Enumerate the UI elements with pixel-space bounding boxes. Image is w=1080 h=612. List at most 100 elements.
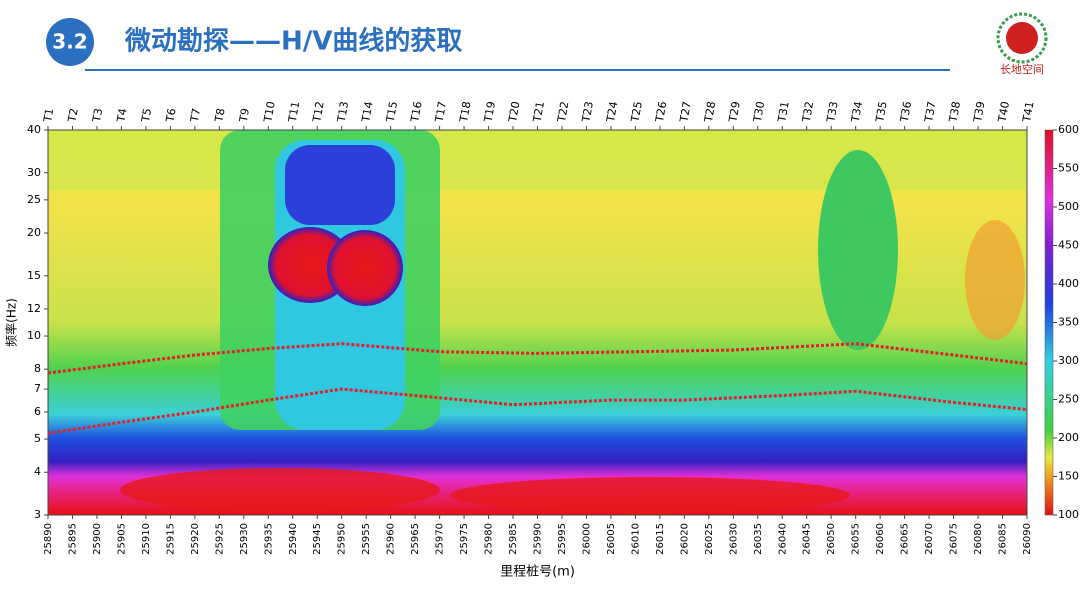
hv-curve	[47, 342, 1028, 375]
colorbar-label: 400	[1058, 277, 1079, 290]
x-tick-label: 25895	[67, 523, 78, 555]
station-label: T22	[555, 100, 572, 124]
station-label: T38	[947, 100, 964, 124]
x-tick-label: 25915	[165, 523, 176, 555]
colorbar-label: 450	[1058, 239, 1079, 252]
x-tick-label: 26070	[924, 523, 935, 555]
station-label: T6	[163, 107, 178, 124]
station-label: T25	[628, 100, 645, 124]
x-tick-label: 25975	[459, 523, 470, 555]
station-label: T34	[849, 100, 866, 124]
hv-curve	[47, 387, 1028, 435]
station-label: T28	[702, 100, 719, 124]
x-tick-label: 26060	[875, 523, 886, 555]
colorbar	[1044, 129, 1054, 516]
station-label: T5	[139, 107, 154, 124]
x-tick-label: 26010	[630, 523, 641, 555]
x-tick-label: 26040	[777, 523, 788, 555]
y-tick-label: 6	[34, 405, 41, 418]
station-label: T39	[971, 100, 988, 124]
y-tick-label: 15	[27, 269, 41, 282]
station-label: T23	[579, 100, 596, 124]
station-label: T7	[188, 107, 203, 124]
colorbar-label: 250	[1058, 393, 1079, 406]
x-tick-label: 25945	[312, 523, 323, 555]
x-tick-label: 25890	[43, 523, 54, 555]
x-tick-label: 26065	[900, 523, 911, 555]
colorbar-label: 550	[1058, 162, 1079, 175]
logo-ring	[996, 12, 1048, 64]
station-label: T18	[457, 100, 474, 124]
y-tick-label: 5	[34, 432, 41, 445]
field-patch	[965, 220, 1025, 340]
section-number: 3.2	[52, 30, 87, 54]
x-tick-label: 25985	[508, 523, 519, 555]
x-tick-label: 26055	[851, 523, 862, 555]
station-label: T1	[41, 107, 56, 124]
station-label: T9	[237, 107, 252, 124]
station-label: T16	[408, 100, 425, 124]
station-label: T13	[335, 100, 352, 124]
colorbar-label: 150	[1058, 470, 1079, 483]
y-tick-label: 20	[27, 226, 41, 239]
colorbar-label: 300	[1058, 354, 1079, 367]
y-tick-label: 25	[27, 193, 41, 206]
x-tick-label: 26035	[753, 523, 764, 555]
station-label: T40	[995, 100, 1012, 124]
station-label: T11	[286, 100, 303, 124]
station-label: T10	[261, 100, 278, 124]
x-tick-label: 26085	[998, 523, 1009, 555]
colorbar-label: 600	[1058, 123, 1079, 136]
y-tick-label: 30	[27, 166, 41, 179]
station-label: T12	[310, 100, 327, 124]
x-tick-label: 26080	[973, 523, 984, 555]
x-tick-label: 26005	[606, 523, 617, 555]
station-label: T33	[824, 100, 841, 124]
x-tick-label: 25990	[533, 523, 544, 555]
y-tick-label: 10	[27, 329, 41, 342]
station-label: T15	[384, 100, 401, 124]
x-tick-label: 26000	[581, 523, 592, 555]
field-patch	[327, 230, 403, 306]
y-tick-label: 3	[34, 508, 41, 521]
station-label: T30	[751, 100, 768, 124]
station-label: T14	[359, 100, 376, 124]
contour-field	[48, 130, 1027, 515]
field-patch	[818, 150, 898, 350]
x-tick-label: 26075	[949, 523, 960, 555]
y-tick-label: 40	[27, 123, 41, 136]
y-tick-label: 12	[27, 302, 41, 315]
x-tick-label: 26025	[704, 523, 715, 555]
station-label: T20	[506, 100, 523, 124]
x-tick-label: 26030	[728, 523, 739, 555]
x-tick-label: 25935	[263, 523, 274, 555]
station-label: T21	[530, 100, 547, 124]
station-label: T41	[1020, 100, 1037, 124]
y-tick-label: 4	[34, 465, 41, 478]
station-label: T27	[677, 100, 694, 124]
x-tick-label: 25965	[410, 523, 421, 555]
x-tick-label: 25910	[141, 523, 152, 555]
station-label: T29	[726, 100, 743, 124]
station-label: T31	[775, 100, 792, 124]
x-tick-label: 25955	[361, 523, 372, 555]
station-label: T3	[90, 107, 105, 124]
station-label: T32	[800, 100, 817, 124]
x-tick-label: 25950	[337, 523, 348, 555]
colorbar-label: 100	[1058, 508, 1079, 521]
x-tick-label: 26045	[802, 523, 813, 555]
x-tick-label: 25980	[484, 523, 495, 555]
station-label: T19	[481, 100, 498, 124]
x-axis-label: 里程桩号(m)	[500, 565, 575, 580]
logo-mark	[1006, 22, 1038, 54]
x-tick-label: 25905	[116, 523, 127, 555]
station-label: T35	[873, 100, 890, 124]
x-tick-label: 26090	[1022, 523, 1033, 555]
x-tick-label: 26015	[655, 523, 666, 555]
x-tick-label: 25960	[386, 523, 397, 555]
y-tick-label: 7	[34, 382, 41, 395]
x-tick-label: 25940	[288, 523, 299, 555]
x-tick-label: 25925	[214, 523, 225, 555]
